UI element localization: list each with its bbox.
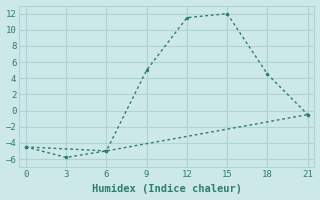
X-axis label: Humidex (Indice chaleur): Humidex (Indice chaleur) bbox=[92, 184, 242, 194]
